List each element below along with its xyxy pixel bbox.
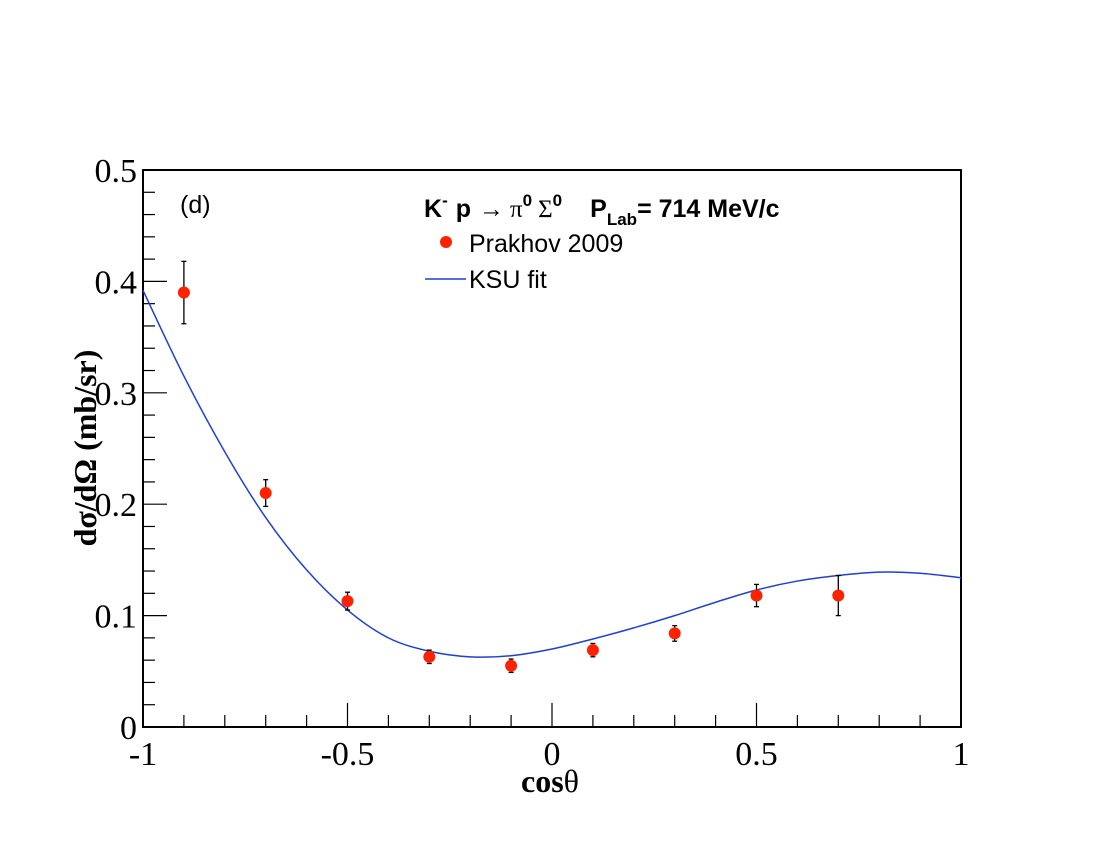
y-tick-label: 0.4 (95, 264, 138, 301)
data-point (668, 627, 681, 640)
data-point (177, 286, 190, 299)
y-tick-label: 0.3 (95, 376, 138, 413)
data-point (423, 650, 436, 663)
data-point (341, 595, 354, 608)
panel-label: (d) (180, 191, 211, 219)
ksu-fit-line (142, 289, 962, 658)
y-tick-label: 0.5 (95, 153, 138, 190)
chart-title: K-p → π0 Σ0 PLab= 714 MeV/c (424, 191, 780, 229)
x-tick-labels: -1 -0.5 0 0.5 1 (129, 736, 970, 773)
data-point (750, 589, 763, 602)
x-tick-label: -1 (129, 736, 157, 773)
x-tick-label: 0 (544, 736, 561, 773)
x-tick-label: 1 (953, 736, 970, 773)
prakhov-2009-points (177, 260, 845, 674)
legend-label-prakhov: Prakhov 2009 (469, 230, 623, 258)
data-point (505, 659, 518, 672)
x-tick-label: 0.5 (735, 736, 778, 773)
y-tick-label: 0 (120, 710, 137, 747)
y-tick-label: 0.2 (95, 487, 138, 524)
y-axis-title: dσ/dΩ (mb/sr) (67, 350, 103, 547)
data-point (832, 589, 845, 602)
data-point (586, 644, 599, 657)
y-tick-label: 0.1 (95, 599, 138, 636)
data-point (259, 487, 272, 500)
legend-marker-prakhov (440, 236, 452, 248)
x-axis-title: cosθ (521, 763, 579, 799)
axis-ticks (142, 169, 962, 728)
y-tick-labels: 0 0.1 0.2 0.3 0.4 0.5 (95, 153, 138, 747)
legend-label-ksu: KSU fit (469, 266, 547, 294)
x-tick-label: -0.5 (321, 736, 375, 773)
